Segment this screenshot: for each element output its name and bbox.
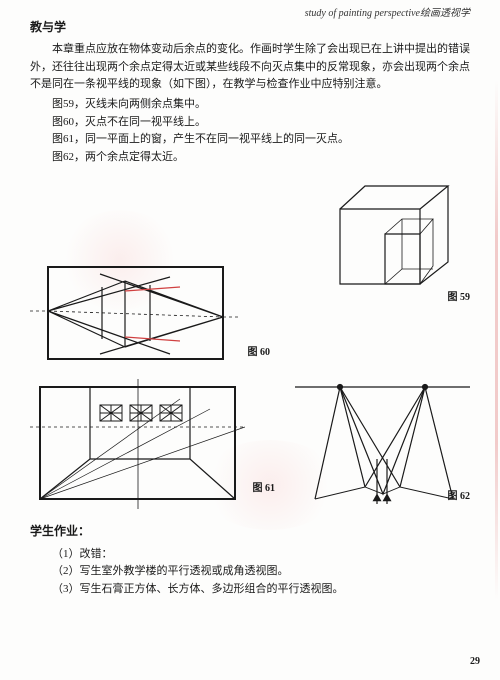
assignment-title: 学生作业： (30, 522, 470, 541)
assignment-item-1: （1）改错： (30, 546, 470, 564)
figure-61-label: 图 61 (253, 481, 276, 497)
figure-60-label: 图 60 (248, 345, 271, 361)
figures-area: 图 59 (30, 174, 470, 514)
figure-62: 图 62 (295, 369, 470, 509)
assignment-item-2: （2）写生室外教学楼的平行透视或成角透视图。 (30, 563, 470, 581)
figure-59-label: 图 59 (448, 290, 471, 306)
fig-desc-61: 图61，同一平面上的窗，产生不在同一视平线上的同一灭点。 (30, 131, 470, 149)
page: study of painting perspective绘画透视学 教与学 本… (0, 0, 500, 680)
figure-62-label: 图 62 (448, 489, 471, 505)
header-subtitle: study of painting perspective绘画透视学 (305, 6, 470, 22)
figure-61: 图 61 (30, 379, 245, 509)
fig-desc-62: 图62，两个余点定得太近。 (30, 149, 470, 167)
assignment-section: 学生作业： （1）改错： （2）写生室外教学楼的平行透视或成角透视图。 （3）写… (30, 522, 470, 598)
intro-paragraph: 本章重点应放在物体变动后余点的变化。作画时学生除了会出现已在上讲中提出的错误外，… (30, 41, 470, 94)
page-number: 29 (470, 654, 480, 670)
fig-desc-59: 图59，灭线未向两侧余点集中。 (30, 96, 470, 114)
assignment-item-3: （3）写生石膏正方体、长方体、多边形组合的平行透视图。 (30, 581, 470, 599)
figure-59: 图 59 (310, 174, 470, 304)
side-accent (495, 80, 498, 600)
figure-60: 图 60 (30, 259, 240, 369)
fig-desc-60: 图60，灭点不在同一视平线上。 (30, 114, 470, 132)
